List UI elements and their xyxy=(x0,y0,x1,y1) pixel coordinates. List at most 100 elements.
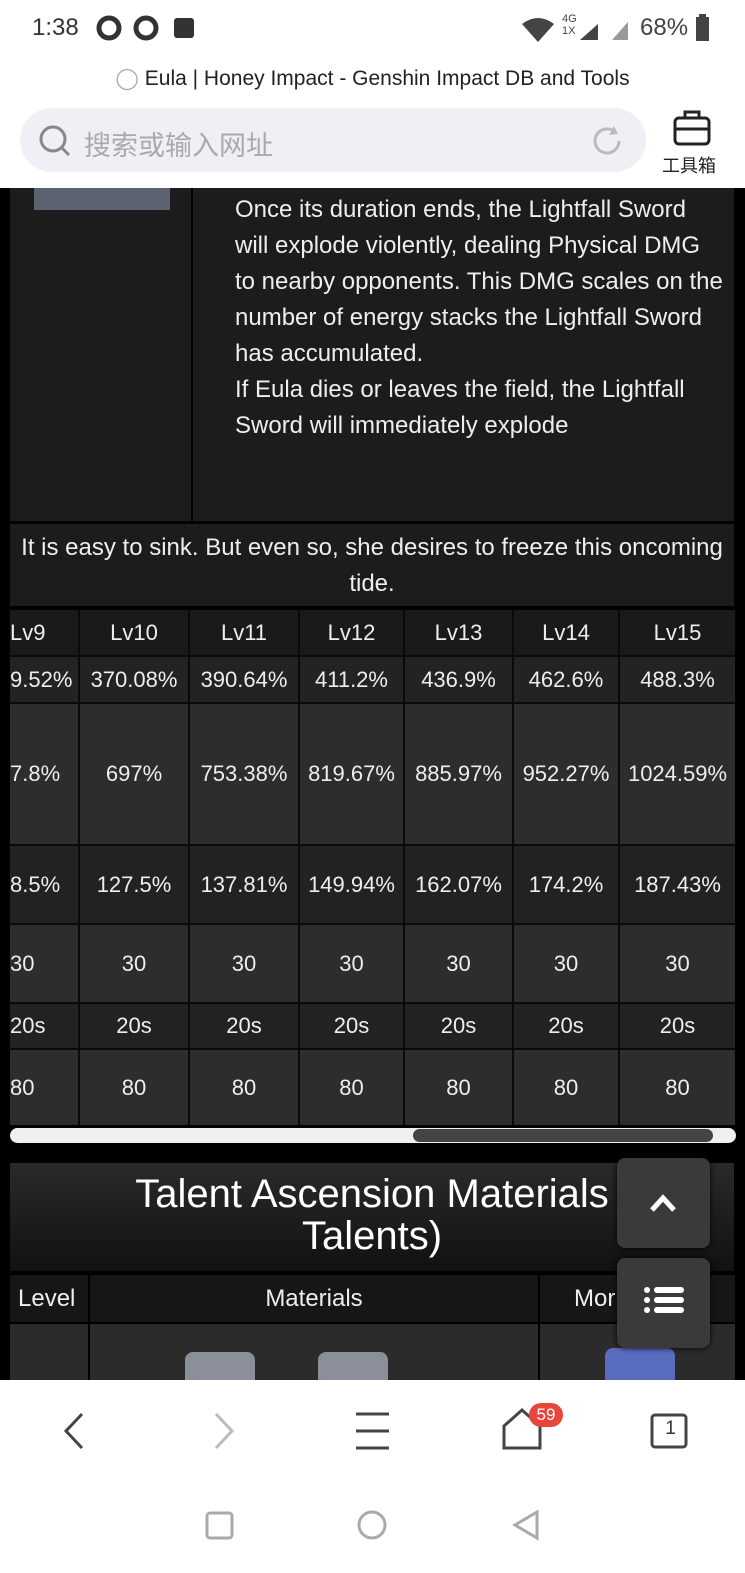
forward-button[interactable] xyxy=(214,1412,235,1450)
signal-icons xyxy=(522,18,628,42)
table-cell: 462.6% xyxy=(514,657,618,702)
table-cell: 20s xyxy=(80,1004,188,1048)
table-cell: 20s xyxy=(10,1004,78,1048)
table-cell: 819.67% xyxy=(300,704,403,844)
section-header: Talent Ascension Materials Talents) xyxy=(10,1163,734,1271)
table-cell: 20s xyxy=(620,1004,735,1048)
table-cell: 1024.59% xyxy=(620,704,735,844)
table-cell: 174.2% xyxy=(514,846,618,923)
web-content: Once its duration ends, the Lightfall Sw… xyxy=(0,188,745,1380)
table-cell: 30 xyxy=(514,925,618,1002)
table-cell: 436.9% xyxy=(405,657,512,702)
page-title: ◯ Eula | Honey Impact - Genshin Impact D… xyxy=(115,67,630,90)
skill-image xyxy=(34,188,170,210)
column-header: Level xyxy=(10,1275,88,1322)
network-label: 1X xyxy=(562,25,576,37)
column-header: Lv13 xyxy=(405,610,512,655)
material-icon[interactable] xyxy=(318,1352,388,1380)
talent-table: Lv9 Lv10 Lv11 Lv12 Lv13 Lv14 Lv15 9.52% 370.08% 3… xyxy=(10,610,735,1125)
table-cell: 80 xyxy=(80,1050,188,1125)
table-cell: 697% xyxy=(80,704,188,844)
page-title-text: Eula | Honey Impact - Genshin Impact DB … xyxy=(144,67,630,90)
table-cell: 80 xyxy=(405,1050,512,1125)
quote-text: It is easy to sink. But even so, she des… xyxy=(21,534,723,597)
list-icon xyxy=(644,1287,684,1313)
table-cell: 30 xyxy=(80,925,188,1002)
arrow-up-icon xyxy=(650,1194,676,1212)
table-cell: 149.94% xyxy=(300,846,403,923)
table-cell: 30 xyxy=(190,925,298,1002)
status-icons xyxy=(96,15,194,41)
battery-icon xyxy=(696,14,709,41)
table-cell: 30 xyxy=(10,925,78,1002)
table-cell: 20s xyxy=(190,1004,298,1048)
table-cell: 80 xyxy=(514,1050,618,1125)
tab-count: 1 xyxy=(665,1418,676,1439)
mora-icon[interactable] xyxy=(605,1348,675,1380)
bottom-nav xyxy=(63,1403,688,1541)
table-cell: 80 xyxy=(620,1050,735,1125)
table-cell: 9.52% xyxy=(10,657,78,702)
badge xyxy=(529,1403,563,1427)
table-cell: 80 xyxy=(190,1050,298,1125)
toolbox-icon[interactable] xyxy=(672,108,712,148)
table-cell: 80 xyxy=(300,1050,403,1125)
description-paragraph: Once its duration ends, the Lightfall Sw… xyxy=(235,196,723,367)
column-header: Lv14 xyxy=(514,610,618,655)
table-cell: 20s xyxy=(300,1004,403,1048)
table-cell: 370.08% xyxy=(80,657,188,702)
menu-button[interactable] xyxy=(617,1258,710,1348)
scrollbar-thumb[interactable] xyxy=(413,1129,713,1142)
search-bar[interactable]: 搜索或输入网址 xyxy=(20,108,646,172)
skill-description: Once its duration ends, the Lightfall Sw… xyxy=(235,192,725,444)
column-header: Lv10 xyxy=(80,610,188,655)
toolbox-label[interactable]: 工具箱 xyxy=(662,156,716,176)
table-cell: 80 xyxy=(10,1050,78,1125)
skill-row xyxy=(10,188,734,521)
table-cell: 30 xyxy=(405,925,512,1002)
search-icon xyxy=(39,125,71,157)
table-cell: 20s xyxy=(405,1004,512,1048)
menu-icon[interactable] xyxy=(356,1412,389,1450)
back-button[interactable] xyxy=(63,1412,84,1450)
column-header: Lv11 xyxy=(190,610,298,655)
table-cell: 30 xyxy=(620,925,735,1002)
section-title: Talent Ascension Materials xyxy=(135,1172,609,1216)
column-header: Lv9 xyxy=(10,610,78,655)
description-paragraph: If Eula dies or leaves the field, the Li… xyxy=(235,376,685,439)
table-cell: 411.2% xyxy=(300,657,403,702)
table-cell: 187.43% xyxy=(620,846,735,923)
table-cell: 127.5% xyxy=(80,846,188,923)
table-cell: 952.27% xyxy=(514,704,618,844)
column-header: Lv15 xyxy=(620,610,735,655)
badge-count: 59 xyxy=(536,1405,556,1424)
tabs-button[interactable] xyxy=(650,1413,688,1449)
scroll-top-button[interactable] xyxy=(617,1158,710,1248)
home-system-button[interactable] xyxy=(357,1510,387,1540)
material-icon[interactable] xyxy=(185,1352,255,1380)
network-label: 4G xyxy=(562,13,577,25)
battery-level: 68% xyxy=(640,14,689,41)
table-cell: 753.38% xyxy=(190,704,298,844)
table-cell xyxy=(10,1324,88,1380)
table-cell: 488.3% xyxy=(620,657,735,702)
table-cell xyxy=(90,1324,538,1380)
recents-button[interactable] xyxy=(205,1511,234,1540)
reload-icon[interactable] xyxy=(590,124,624,158)
table-cell: 885.97% xyxy=(405,704,512,844)
back-system-button[interactable] xyxy=(512,1509,539,1541)
table-cell: 137.81% xyxy=(190,846,298,923)
cell-divider xyxy=(191,188,193,521)
network: 4G 1X xyxy=(562,13,577,37)
time: 1:38 xyxy=(32,14,79,41)
table-cell: 20s xyxy=(514,1004,618,1048)
column-header: Materials xyxy=(90,1275,538,1322)
section-title: Talents) xyxy=(301,1214,443,1258)
quote: It is easy to sink. But even so, she des… xyxy=(10,524,734,606)
table-cell: 30 xyxy=(300,925,403,1002)
table-cell: 7.8% xyxy=(10,704,78,844)
table-cell: 8.5% xyxy=(10,846,78,923)
table-cell: 162.07% xyxy=(405,846,512,923)
search-placeholder: 搜索或输入网址 xyxy=(84,131,273,161)
